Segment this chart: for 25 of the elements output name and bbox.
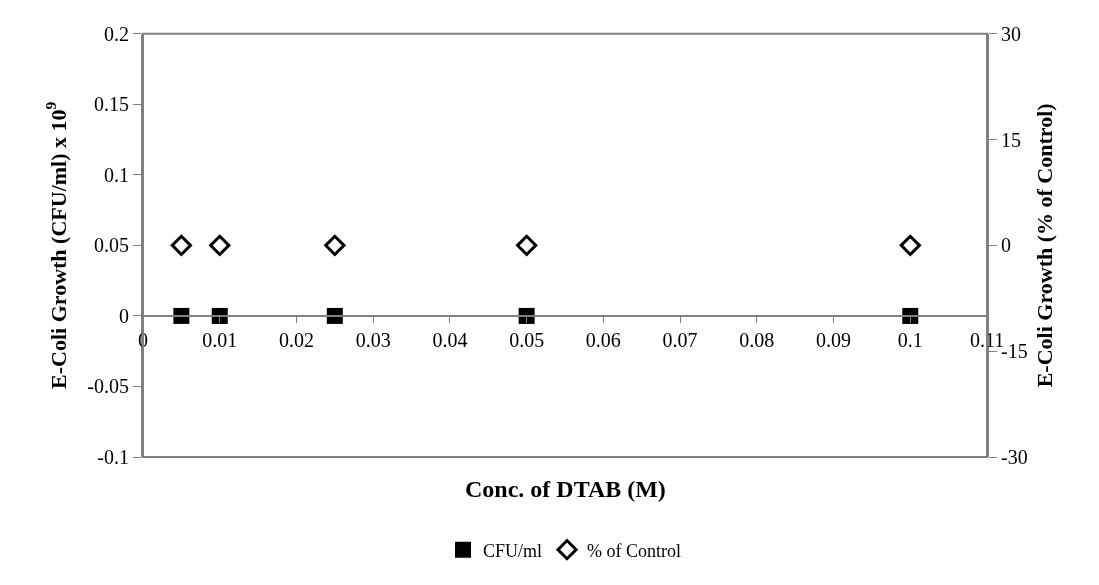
legend-label: CFU/ml xyxy=(483,540,543,561)
x-tick-label: 0.08 xyxy=(739,328,775,351)
y2-tick-label: 15 xyxy=(1001,128,1021,151)
y2-tick-label: -30 xyxy=(1001,446,1028,469)
x-tick-label: 0.05 xyxy=(509,328,545,351)
x-tick-label: 0.07 xyxy=(662,328,698,351)
y-tick-label: -0.1 xyxy=(97,446,129,469)
y-tick-label: 0.1 xyxy=(104,163,129,186)
x-axis-title: Conc. of DTAB (M) xyxy=(465,476,666,502)
y2-tick-label: 0 xyxy=(1001,234,1011,257)
y-tick-label: 0 xyxy=(119,304,129,327)
legend-label: % of Control xyxy=(587,540,682,561)
y2-axis-title: E-Coli Growth (% of Control) xyxy=(1032,103,1058,388)
y2-tick-label: 30 xyxy=(1001,22,1021,45)
y-tick-label: 0.2 xyxy=(104,22,129,45)
x-tick-label: 0.02 xyxy=(278,328,314,351)
y-tick-label: -0.05 xyxy=(87,375,129,398)
y-tick-label: 0.15 xyxy=(94,93,129,116)
x-tick-label: 0.03 xyxy=(355,328,391,351)
x-tick-label: 0.01 xyxy=(202,328,238,351)
x-tick-label: 0.09 xyxy=(816,328,852,351)
x-tick-label: 0.06 xyxy=(585,328,621,351)
x-tick-label: 0.04 xyxy=(432,328,468,351)
x-tick-label: 0.1 xyxy=(897,328,923,351)
y-tick-label: 0.05 xyxy=(94,234,129,257)
